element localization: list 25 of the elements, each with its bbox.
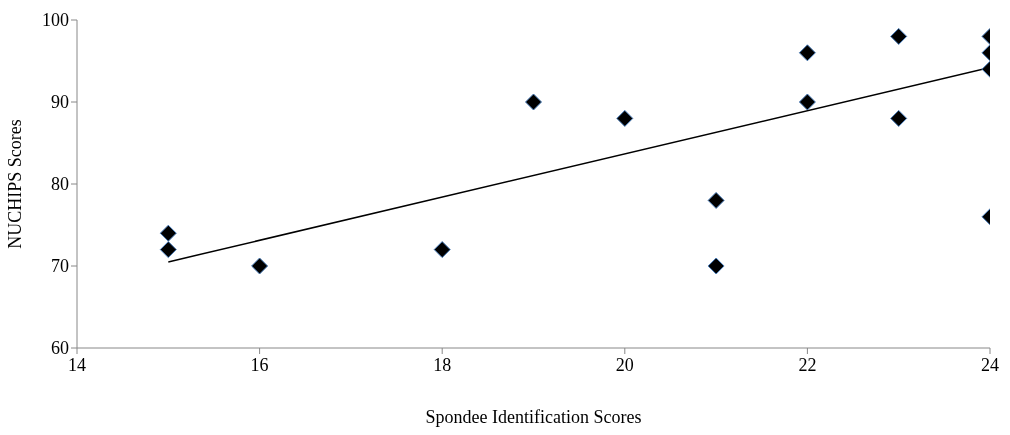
y-tick-label: 60 (51, 338, 69, 359)
y-axis-title: NUCHIPS Scores (5, 119, 26, 249)
x-tick-label: 18 (433, 354, 452, 375)
point (159, 224, 177, 242)
point (251, 257, 269, 275)
x-tick-label: 20 (615, 354, 634, 375)
point (890, 109, 908, 127)
y-tick-label: 90 (51, 92, 69, 113)
y-tick-label: 80 (51, 174, 69, 195)
x-tick-label: 14 (68, 354, 86, 375)
point (159, 241, 177, 259)
point (616, 109, 634, 127)
point (433, 241, 451, 259)
point (890, 27, 908, 45)
point (707, 257, 725, 275)
point (798, 44, 816, 62)
x-tick-label: 24 (981, 354, 999, 375)
point (798, 93, 816, 111)
point (525, 93, 542, 111)
point (707, 191, 725, 209)
x-tick-label: 16 (250, 354, 269, 375)
y-tick-label: 70 (51, 256, 69, 277)
y-tick-label: 100 (42, 10, 69, 31)
x-tick-label: 22 (798, 354, 817, 375)
x-axis-title: Spondee Identification Scores (425, 407, 642, 427)
